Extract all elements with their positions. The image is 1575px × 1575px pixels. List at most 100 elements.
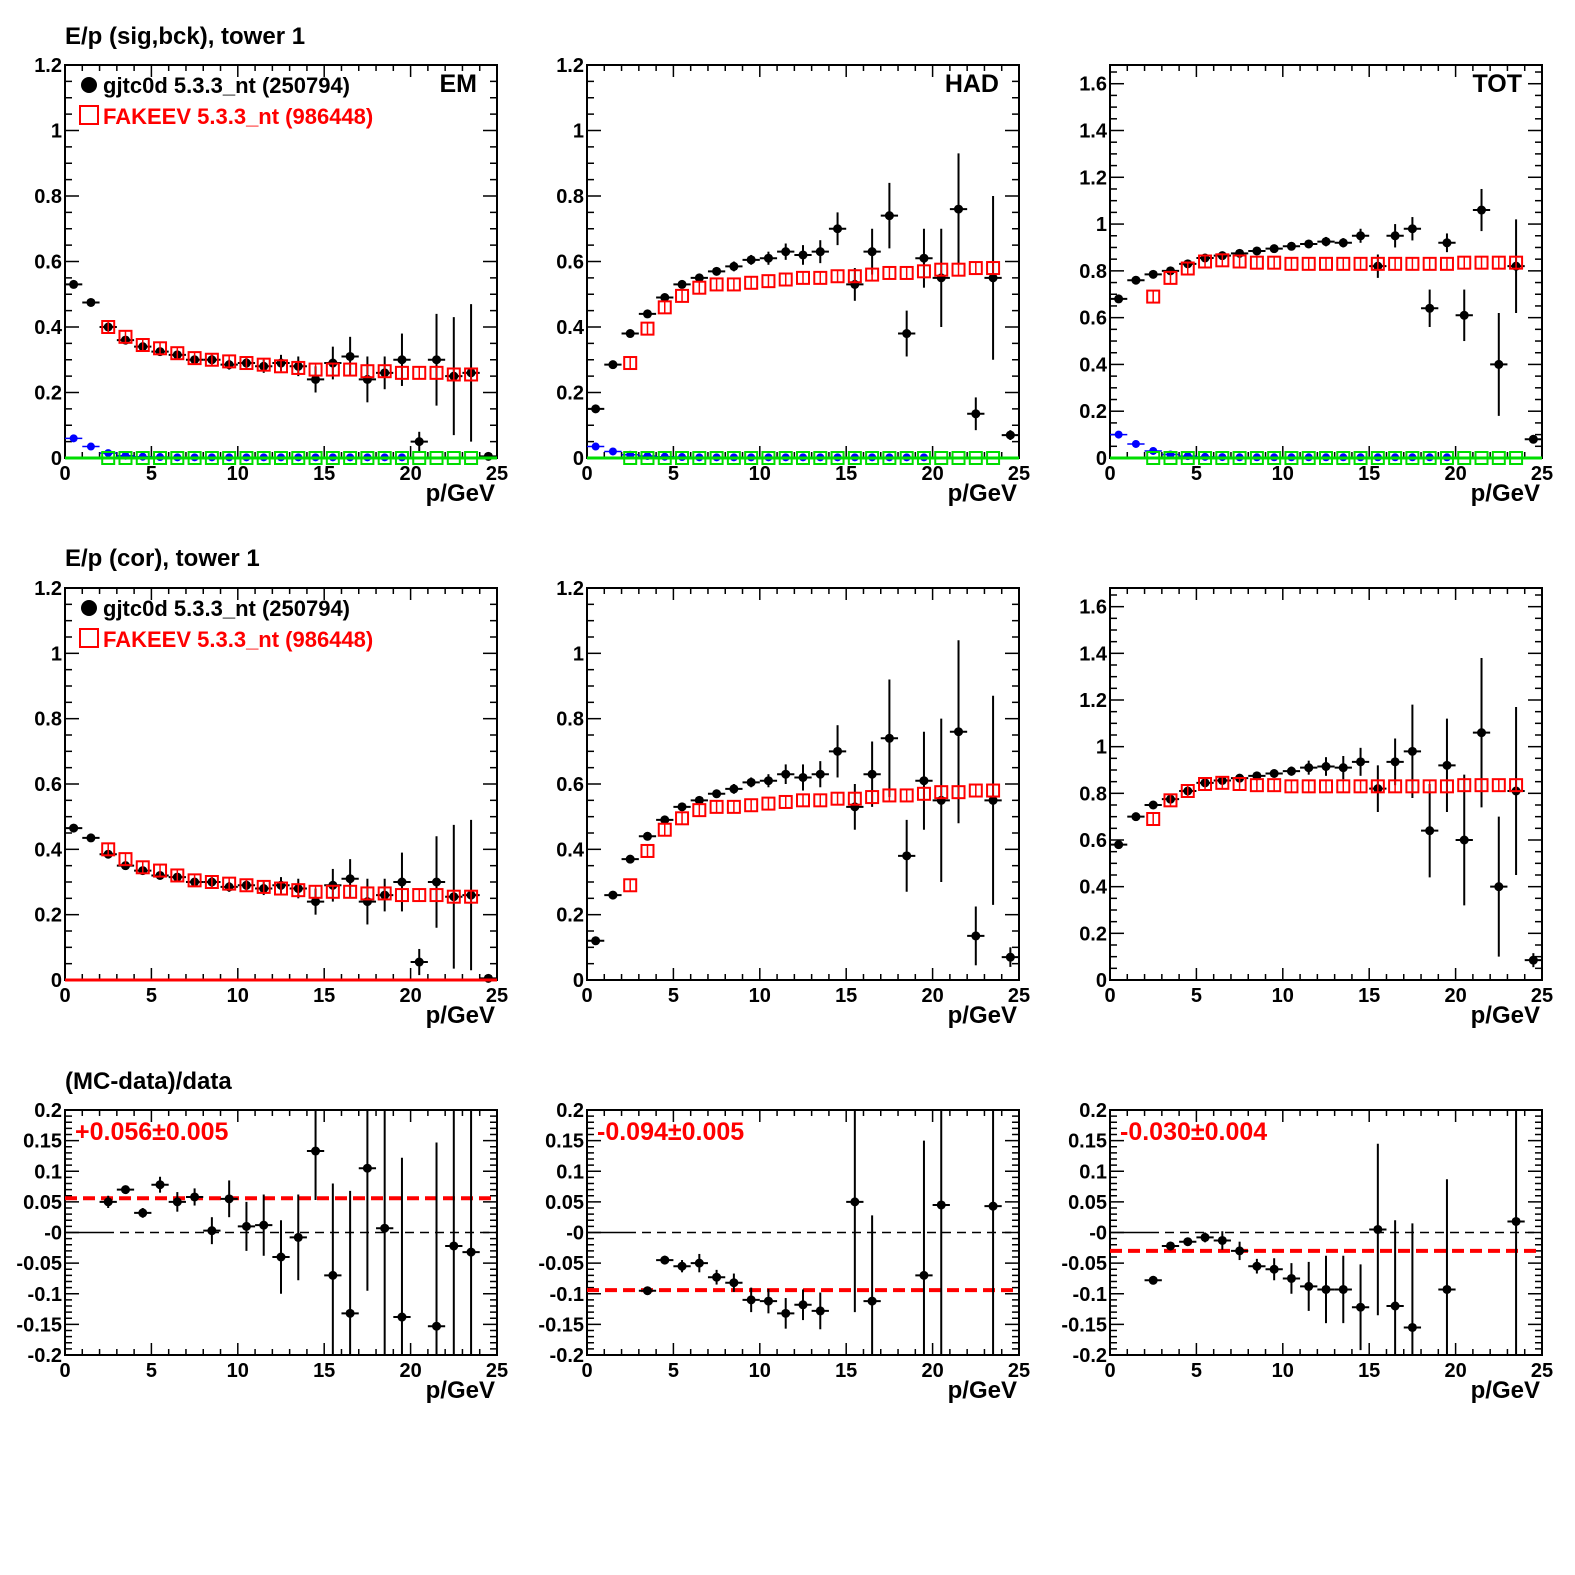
data-point — [677, 1261, 687, 1271]
y-tick-label: 0.4 — [1079, 877, 1108, 899]
y-tick-label: -0.15 — [538, 1314, 584, 1336]
y-tick-label: -0.05 — [538, 1253, 584, 1275]
data-point — [397, 355, 407, 365]
mc-point — [239, 356, 254, 371]
data-point — [483, 973, 493, 983]
y-tick-label: -0.15 — [16, 1314, 62, 1336]
mc-point — [1198, 777, 1213, 791]
x-tick-label: 20 — [921, 463, 943, 485]
data-point — [1005, 952, 1015, 962]
background-mc-point — [813, 451, 828, 465]
mc-point — [1249, 778, 1264, 793]
mc-point — [882, 788, 897, 803]
background-mc-point — [847, 451, 862, 465]
y-tick-label: 0.05 — [1068, 1192, 1107, 1214]
background-mc-point — [222, 451, 237, 465]
mc-point — [675, 288, 690, 303]
y-tick-label: 0.4 — [1079, 354, 1108, 376]
data-point — [432, 355, 442, 365]
legend-data-marker — [81, 77, 97, 93]
background-mc-point — [899, 451, 914, 465]
y-tick-label: -0.1 — [1073, 1284, 1107, 1306]
y-tick-label: 0.8 — [556, 186, 584, 208]
background-mc-point — [274, 451, 288, 465]
data-point — [1338, 238, 1348, 248]
x-tick-label: 5 — [668, 463, 679, 485]
data-point — [1494, 359, 1504, 369]
data-point — [103, 1197, 113, 1207]
background-mc-point — [675, 451, 690, 465]
mc-point — [1146, 289, 1161, 304]
background-mc-point — [1491, 451, 1506, 465]
data-point — [414, 957, 424, 967]
data-point — [345, 351, 355, 361]
data-point — [884, 733, 894, 743]
data-point — [919, 253, 929, 263]
x-tick-label: 5 — [146, 1360, 157, 1382]
chart-panel-cor-EM: 0 5 10 15 20 25p/GeV 0 0.2 0.4 0.6 0.8 1 1.2 gjtc0d 5… — [34, 578, 508, 1029]
data-point — [781, 1308, 791, 1318]
mc-point — [865, 790, 880, 805]
background-mc-point — [882, 451, 897, 465]
background-point — [591, 442, 600, 451]
data-point — [1338, 763, 1348, 773]
background-mc-point — [239, 451, 254, 465]
background-point — [1149, 446, 1158, 455]
mc-point — [761, 274, 776, 289]
legend-mc-marker — [79, 105, 99, 125]
y-tick-label: -0.15 — [1061, 1314, 1107, 1336]
data-point — [1252, 771, 1262, 781]
mc-point — [1509, 255, 1524, 270]
y-tick-label: -0.05 — [1061, 1253, 1107, 1275]
data-point — [1321, 237, 1331, 247]
series-data — [587, 153, 1019, 440]
x-tick-label: 10 — [749, 463, 771, 485]
data-point — [1442, 1284, 1452, 1294]
background-mc-point — [1284, 451, 1299, 465]
x-tick-label: 15 — [1358, 985, 1380, 1007]
legend-data-label: gjtc0d 5.3.3_nt (250794) — [103, 73, 350, 98]
legend: gjtc0d 5.3.3_nt (250794) FAKEEV 5.3.3_nt … — [79, 73, 373, 129]
data-point — [1235, 1246, 1245, 1256]
data-point — [1338, 1284, 1348, 1294]
data-point — [694, 1258, 704, 1268]
x-tick-label: 15 — [313, 463, 335, 485]
data-point — [642, 1286, 652, 1296]
chart-panel-cor-HAD: 0 5 10 15 20 25p/GeV 0 0.2 0.4 0.6 0.8 1 1.2 — [556, 578, 1030, 1029]
chart-panel-sig-bck-TOT: 0 5 10 15 20 25p/GeV 0 0.2 0.4 0.6 0.8 1 1.2 1.4 1.6 TO… — [1079, 64, 1553, 507]
data-point — [190, 1192, 200, 1202]
legend-mc-label: FAKEEV 5.3.3_nt (986448) — [103, 627, 373, 652]
mc-point — [1422, 256, 1437, 271]
data-point — [172, 1197, 182, 1207]
background-mc-point — [1319, 451, 1333, 465]
mc-point — [204, 352, 219, 367]
x-axis-label: p/GeV — [948, 1377, 1017, 1404]
background-mc-point — [1370, 451, 1385, 465]
mc-point — [744, 798, 759, 813]
mc-point — [1180, 261, 1195, 276]
x-tick-label: 20 — [1444, 1360, 1466, 1382]
data-point — [798, 1300, 808, 1310]
series-mc — [101, 320, 479, 382]
data-point — [902, 329, 912, 339]
background-mc-point — [1301, 451, 1316, 465]
mc-point — [1180, 784, 1195, 798]
data-point — [1511, 1216, 1521, 1226]
data-point — [328, 1270, 338, 1280]
data-point — [1269, 769, 1279, 778]
background-point — [1114, 430, 1123, 439]
data-point — [660, 293, 670, 303]
data-point — [276, 1252, 286, 1262]
mc-point — [1405, 779, 1420, 794]
x-tick-label: 0 — [581, 985, 592, 1007]
background-mc-point — [1336, 451, 1351, 465]
data-point — [1269, 1264, 1279, 1274]
data-point — [1321, 762, 1331, 771]
background-mc-point — [657, 451, 672, 465]
y-tick-label: 1.2 — [1079, 167, 1107, 189]
mc-point — [464, 367, 479, 382]
x-tick-label: 25 — [1008, 463, 1030, 485]
y-tick-label: 0 — [1096, 970, 1107, 992]
plot-frame — [1109, 587, 1543, 981]
data-point — [397, 877, 407, 887]
